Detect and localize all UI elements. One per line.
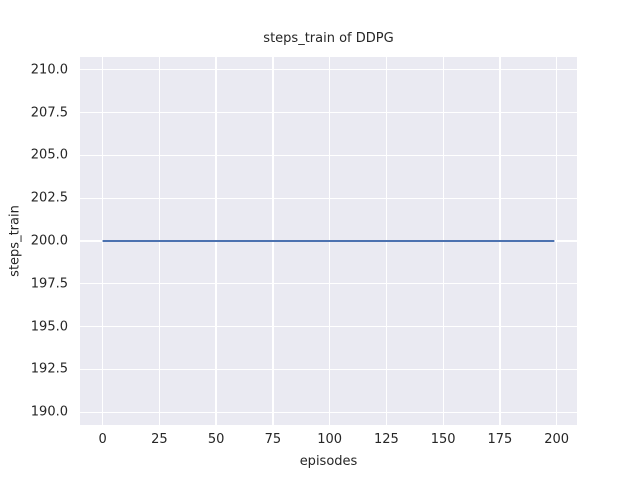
x-tick-label: 200: [544, 432, 570, 447]
y-gridline: [80, 411, 577, 413]
y-gridline: [80, 283, 577, 285]
y-tick-label: 192.5: [30, 361, 68, 377]
series-layer: [102, 240, 555, 242]
y-tick-label: 190.0: [30, 404, 68, 420]
x-tick-label: 0: [98, 432, 107, 447]
x-tick-label: 100: [317, 432, 343, 447]
y-gridline: [80, 197, 577, 199]
x-tick-label: 175: [487, 432, 513, 447]
y-tick-label: 200.0: [30, 233, 68, 249]
y-gridline: [80, 111, 577, 114]
y-gridline: [80, 154, 577, 157]
y-tick-label: 205.0: [30, 147, 68, 163]
y-tick-label: 195.0: [30, 319, 68, 335]
x-tick-label: 50: [207, 432, 225, 447]
x-tick-label: 25: [151, 432, 168, 447]
plot-area: [80, 57, 577, 425]
y-tick-label: 210.0: [30, 62, 68, 78]
x-tick-label: 125: [373, 432, 399, 447]
y-tick-label: 197.5: [30, 276, 68, 292]
y-gridline: [80, 69, 577, 71]
x-tick-label: 75: [264, 432, 282, 447]
chart-title: steps_train of DDPG: [263, 31, 394, 46]
y-tick-label: 202.5: [30, 190, 68, 206]
x-axis-label: episodes: [299, 454, 358, 469]
y-gridline: [80, 368, 577, 371]
y-tick-label: 207.5: [30, 105, 68, 121]
y-gridline: [80, 325, 577, 328]
x-tick-label: 150: [430, 432, 456, 447]
